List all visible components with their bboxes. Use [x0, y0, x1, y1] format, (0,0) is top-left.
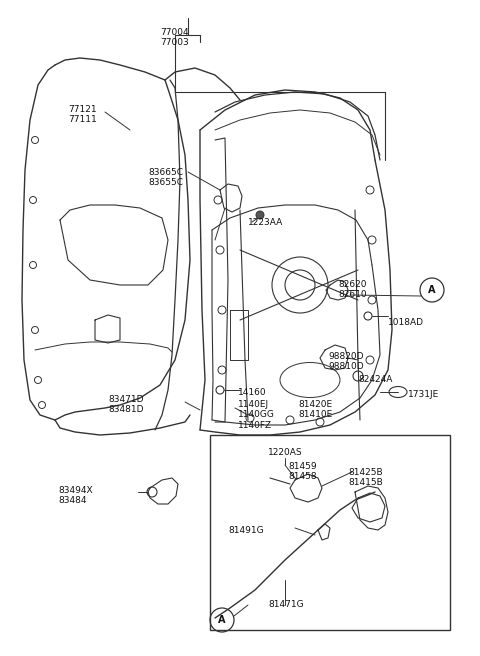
- Text: 83494X
83484: 83494X 83484: [58, 486, 93, 505]
- Text: A: A: [218, 615, 226, 625]
- Text: A: A: [428, 285, 436, 295]
- Text: 14160: 14160: [238, 388, 266, 397]
- FancyBboxPatch shape: [210, 435, 450, 630]
- Text: 81471G: 81471G: [268, 600, 304, 609]
- Circle shape: [256, 211, 264, 219]
- Text: 81420E
81410E: 81420E 81410E: [298, 400, 332, 419]
- Text: 1731JE: 1731JE: [408, 390, 439, 399]
- Text: 1220AS: 1220AS: [268, 448, 302, 457]
- Text: 83471D
83481D: 83471D 83481D: [108, 395, 144, 415]
- Text: 1223AA: 1223AA: [248, 218, 283, 227]
- Text: 77121
77111: 77121 77111: [68, 105, 97, 125]
- Text: 81459
81458: 81459 81458: [288, 462, 317, 482]
- Text: 1018AD: 1018AD: [388, 318, 424, 327]
- Text: 81491G: 81491G: [228, 526, 264, 535]
- Text: 82424A: 82424A: [358, 375, 392, 384]
- Text: 81425B
81415B: 81425B 81415B: [348, 468, 383, 487]
- Text: 83665C
83655C: 83665C 83655C: [148, 168, 183, 188]
- Text: 98820D
98810D: 98820D 98810D: [328, 352, 364, 371]
- Text: 82620
82610: 82620 82610: [338, 280, 367, 299]
- Text: 77004
77003: 77004 77003: [161, 28, 190, 47]
- Text: 1140EJ
1140GG
1140FZ: 1140EJ 1140GG 1140FZ: [238, 400, 275, 430]
